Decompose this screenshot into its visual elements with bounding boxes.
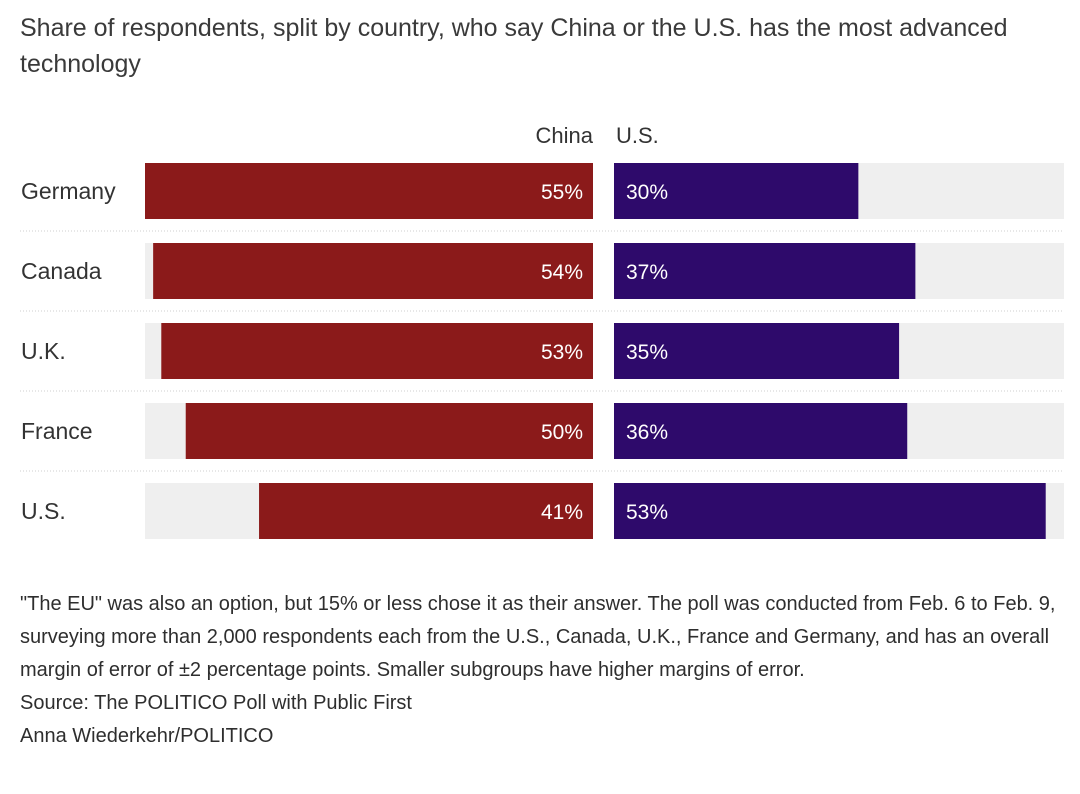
china-bar [153, 243, 594, 299]
us-value-label: 35% [626, 341, 668, 364]
us-value-label: 37% [626, 261, 668, 284]
us-value-label: 53% [626, 501, 668, 524]
china-bar [185, 403, 593, 459]
us-value-label: 30% [626, 181, 668, 204]
chart-title: Share of respondents, split by country, … [20, 14, 1008, 78]
legend-china: China [536, 123, 594, 148]
category-label: Germany [21, 178, 116, 204]
source-line: Source: The POLITICO Poll with Public Fi… [20, 692, 412, 714]
china-value-label: 53% [541, 341, 583, 364]
us-bar [614, 323, 900, 379]
china-value-label: 41% [541, 501, 583, 524]
china-value-label: 54% [541, 261, 583, 284]
footnote: "The EU" was also an option, but 15% or … [20, 593, 1056, 681]
us-bar [614, 163, 859, 219]
us-value-label: 36% [626, 421, 668, 444]
us-bar [614, 243, 916, 299]
china-bar [145, 163, 593, 219]
us-bar [614, 403, 908, 459]
chart-notes: "The EU" was also an option, but 15% or … [20, 588, 1065, 753]
credit-line: Anna Wiederkehr/POLITICO [20, 725, 274, 747]
china-value-label: 50% [541, 421, 583, 444]
china-bar [259, 483, 593, 539]
chart: China U.S. Germany 55% 30% Canada 54% 37% U.K. 53… [20, 123, 1064, 539]
legend-us: U.S. [616, 123, 659, 148]
category-label: Canada [21, 258, 102, 284]
china-bar [161, 323, 594, 379]
category-label: U.K. [21, 338, 66, 364]
category-label: France [21, 418, 93, 444]
category-label: U.S. [21, 498, 66, 524]
us-bar [614, 483, 1046, 539]
china-value-label: 55% [541, 181, 583, 204]
